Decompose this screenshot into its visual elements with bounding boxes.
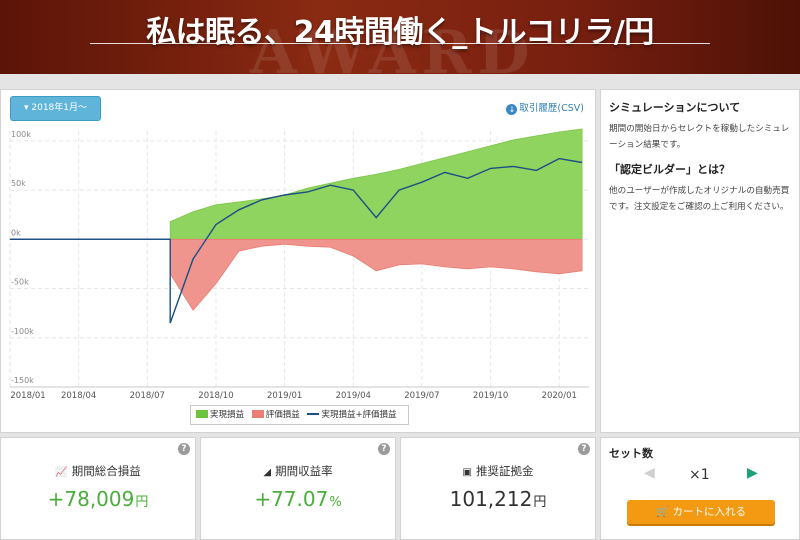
total-profit-label-text: 期間総合損益 [71,464,141,478]
cart-icon: 🛒 [656,506,670,518]
margin-unit: 円 [533,495,547,510]
cloud-download-icon: ↓ [506,104,518,115]
x-tick-label: 2020/01 [542,391,577,401]
csv-download-link[interactable]: ↓ 取引履歴(CSV) [506,100,584,115]
series-area-unrealized [9,238,583,311]
area-chart-icon: ◢ [263,467,272,478]
margin-value: 101,212円 [401,487,595,511]
period-select-label: 2018年1月～ [31,103,88,113]
legend-swatch-red [251,410,264,418]
x-tick-label: 2019/10 [473,391,508,401]
x-tick-label: 2019/04 [336,391,371,401]
series-area-realized [9,128,583,240]
y-tick-label: 0k [11,228,21,237]
x-tick-label: 2018/07 [130,391,165,401]
return-rate-value: +77.07% [201,487,395,511]
legend-item-realized[interactable]: 実現損益 [196,406,244,424]
margin-label: ▣ 推奨証拠金 [401,463,595,479]
y-tick-label: 100k [11,130,31,139]
quantity-value: ×1 [689,467,710,483]
margin-label-text: 推奨証拠金 [475,464,534,478]
profit-chart: 100k 50k 0k -50k -100k -150k 2018/01 2018/04 201… [9,128,589,401]
x-tick-label: 2018/04 [61,391,96,401]
legend-label-unrealized: 評価損益 [265,410,300,420]
help-icon[interactable]: ? [578,443,590,455]
builder-heading: 「認定ビルダー」とは？ [609,163,730,176]
legend-label-realized: 実現損益 [210,410,245,420]
x-tick-label: 2018/01 [10,391,45,401]
legend-item-unrealized[interactable]: 評価損益 [251,406,300,424]
set-panel: セット数 ◀ ×1 ▶ 🛒 カートに入れる [600,437,800,540]
return-rate-unit: % [329,495,342,510]
y-tick-label: -150k [11,376,34,385]
margin-card: ? ▣ 推奨証拠金 101,212円 [400,437,596,540]
line-chart-icon: 📈 [55,467,68,478]
increase-icon[interactable]: ▶ [747,465,758,481]
chart-panel: ▾ 2018年1月～ ↓ 取引履歴(CSV) 100k 50k 0k -50k -100k… [0,89,596,433]
simulation-heading: シミュレーションについて [609,101,741,114]
csv-link-label: 取引履歴(CSV) [519,103,584,114]
legend-swatch-green [196,410,208,418]
builder-description: 他のユーザーが作成したオリジナルの自動売買です。注文設定をご確認の上ご利用くださ… [609,186,790,212]
series-line-total [10,157,583,324]
return-rate-label-text: 期間収益率 [275,464,333,478]
legend-label-total: 実現損益+評価損益 [321,410,397,420]
total-profit-unit: 円 [135,495,149,510]
return-rate-card: ? ◢ 期間収益率 +77.07% [200,437,396,540]
caret-down-icon: ▾ [23,103,32,113]
add-to-cart-label: カートに入れる [672,506,746,518]
banner-watermark: AWARD [250,18,536,74]
margin-number: 101,212 [449,487,533,511]
info-panel: シミュレーションについて 期間の開始日からセレクトを稼動したシミュレーション結果… [600,89,800,433]
return-rate-number: +77.07 [254,487,329,511]
x-tick-label: 2018/10 [198,391,233,401]
add-to-cart-button[interactable]: 🛒 カートに入れる [627,500,775,524]
legend-item-total[interactable]: 実現損益+評価損益 [307,406,397,424]
chart-legend: 実現損益 評価損益 実現損益+評価損益 [190,405,409,425]
y-tick-label: -100k [11,327,34,336]
money-icon: ▣ [462,467,472,478]
x-tick-label: 2019/07 [404,391,439,401]
simulation-description: 期間の開始日からセレクトを稼動したシミュレーション結果です。 [609,124,790,150]
y-tick-label: -50k [11,278,29,287]
help-icon[interactable]: ? [378,443,390,455]
help-icon[interactable]: ? [178,443,190,455]
legend-swatch-line [307,413,320,415]
x-tick-label: 2019/01 [267,391,302,401]
set-count-title: セット数 [609,447,653,460]
header-banner: AWARD 私は眠る、24時間働く_トルコリラ/円 [0,0,800,74]
title-underline [90,43,710,44]
total-profit-number: +78,009 [47,487,135,511]
total-profit-label: 📈 期間総合損益 [1,463,195,479]
total-profit-value: +78,009円 [1,487,195,511]
return-rate-label: ◢ 期間収益率 [201,463,395,479]
period-select-button[interactable]: ▾ 2018年1月～ [10,96,101,121]
decrease-icon[interactable]: ◀ [644,465,655,481]
page-title: 私は眠る、24時間働く_トルコリラ/円 [146,15,654,50]
y-tick-label: 50k [11,179,26,188]
total-profit-card: ? 📈 期間総合損益 +78,009円 [0,437,196,540]
